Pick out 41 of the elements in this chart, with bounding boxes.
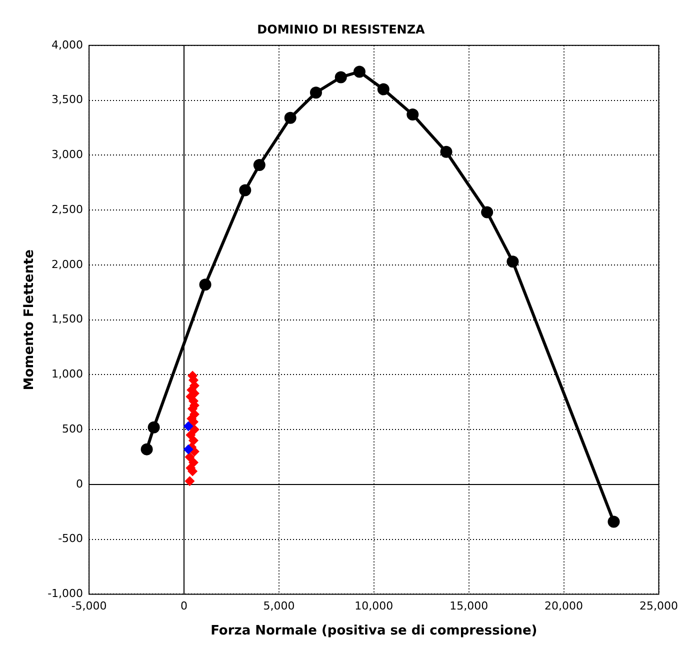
point: [183, 421, 194, 432]
point: [506, 256, 519, 268]
y-tick-label: 3,500: [52, 93, 84, 106]
point: [183, 444, 194, 454]
point: [188, 436, 199, 446]
chart-title: DOMINIO DI RESISTENZA: [257, 22, 426, 36]
y-tick-label: -500: [58, 532, 84, 546]
point: [148, 421, 160, 434]
y-tick-label: 2,000: [52, 258, 84, 271]
point: [186, 430, 196, 440]
point: [608, 516, 620, 528]
x-tick-label: 5,000: [263, 600, 295, 613]
x-tick-label: -5,000: [71, 600, 107, 613]
point: [140, 443, 153, 456]
y-tick-label: 3,000: [52, 148, 84, 162]
y-tick-label: 2,500: [52, 202, 84, 216]
point: [239, 184, 252, 196]
x-tick-label: 25,000: [640, 600, 678, 613]
point: [334, 71, 347, 84]
point: [440, 146, 452, 158]
point: [253, 159, 266, 172]
y-tick-label: 1,500: [52, 312, 84, 326]
y-tick-label: 500: [62, 422, 84, 436]
point: [199, 278, 212, 291]
y-tick-label: 4,000: [52, 38, 84, 52]
x-tick-label: 0: [180, 600, 188, 613]
x-tick-label: 10,000: [354, 600, 394, 613]
y-tick-label: -1,000: [48, 587, 84, 600]
x-tick-label: 20,000: [544, 600, 584, 613]
y-axis-title: Momento Flettente: [22, 249, 38, 390]
x-tick-label: 15,000: [450, 600, 488, 613]
point: [310, 86, 322, 99]
point: [284, 112, 296, 124]
point: [377, 83, 390, 96]
point: [184, 476, 195, 486]
point: [406, 108, 419, 121]
x-axis-title: Forza Normale (positiva se di compressione): [210, 624, 538, 639]
y-tick-label: 0: [76, 477, 84, 490]
point: [481, 206, 494, 218]
y-tick-label: 1,000: [52, 368, 84, 381]
point: [353, 66, 366, 78]
